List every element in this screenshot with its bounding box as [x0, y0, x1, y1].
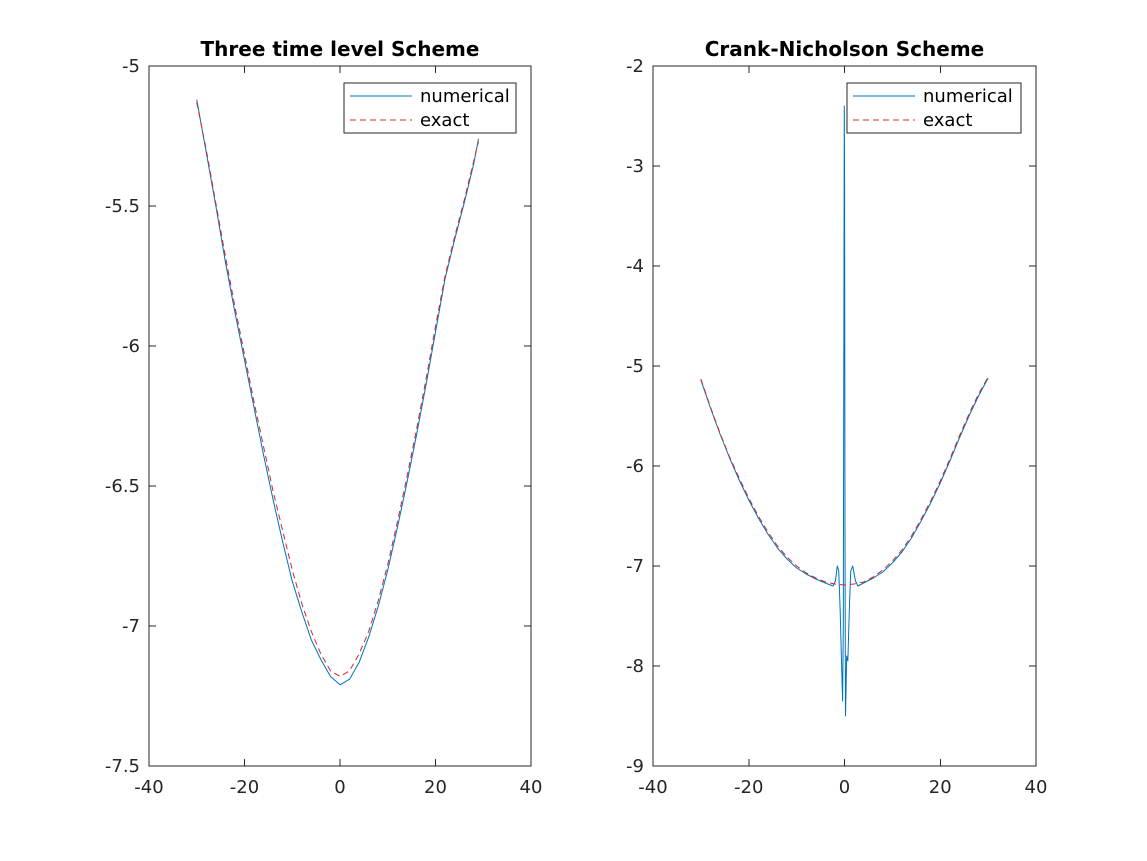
- x-tick-label: -40: [638, 777, 667, 798]
- legend-box: [343, 82, 517, 134]
- x-tick-label: -20: [230, 777, 259, 798]
- y-tick-label: -4: [626, 256, 644, 277]
- series-line-numerical: [196, 99, 479, 686]
- y-tick-label: -6: [626, 456, 644, 477]
- x-tick-label: -40: [134, 777, 163, 798]
- chart-panel-2: -40 -20 0 20 40 -9 -8 -7 -6 -5 -4 -3 -2 Crank-Nichols…: [626, 37, 1047, 798]
- x-tick-label: 20: [424, 777, 447, 798]
- y-tick-label: -9: [626, 756, 644, 777]
- legend-box: [846, 82, 1022, 134]
- legend-label-numerical: numerical: [420, 86, 510, 107]
- chart-title: Three time level Scheme: [201, 37, 480, 61]
- x-tick-label: 40: [1025, 777, 1048, 798]
- legend-label-exact: exact: [420, 110, 469, 131]
- x-tick-label: -20: [734, 777, 763, 798]
- y-tick-label: -7: [626, 556, 644, 577]
- x-tick-label: 40: [520, 777, 543, 798]
- y-tick-label: -3: [626, 156, 644, 177]
- y-tick-label: -5: [626, 356, 644, 377]
- x-tick-label: 0: [334, 777, 345, 798]
- x-tick-label: 0: [839, 777, 850, 798]
- y-tick-label: -5.5: [105, 196, 140, 217]
- chart-title: Crank-Nicholson Scheme: [705, 37, 984, 61]
- y-tick-label: -8: [626, 656, 644, 677]
- legend: numerical exact: [343, 82, 517, 134]
- series-line-exact: [196, 102, 479, 677]
- y-tick-label: -5: [122, 56, 140, 77]
- x-tick-label: 20: [929, 777, 952, 798]
- y-tick-label: -7.5: [105, 756, 140, 777]
- y-tick-label: -6: [122, 336, 140, 357]
- legend-label-numerical: numerical: [923, 86, 1013, 107]
- legend: numerical exact: [846, 82, 1022, 134]
- axes-box: [148, 65, 532, 767]
- y-tick-label: -6.5: [105, 476, 140, 497]
- y-tick-label: -2: [626, 56, 644, 77]
- chart-panel-1: -40 -20 0 20 40 -7.5 -7 -6.5 -6 -5.5 -5 Three time …: [105, 37, 543, 798]
- y-tick-label: -7: [122, 616, 140, 637]
- series-line-numerical: [700, 105, 989, 717]
- series-line-exact: [700, 376, 989, 586]
- legend-label-exact: exact: [923, 110, 972, 131]
